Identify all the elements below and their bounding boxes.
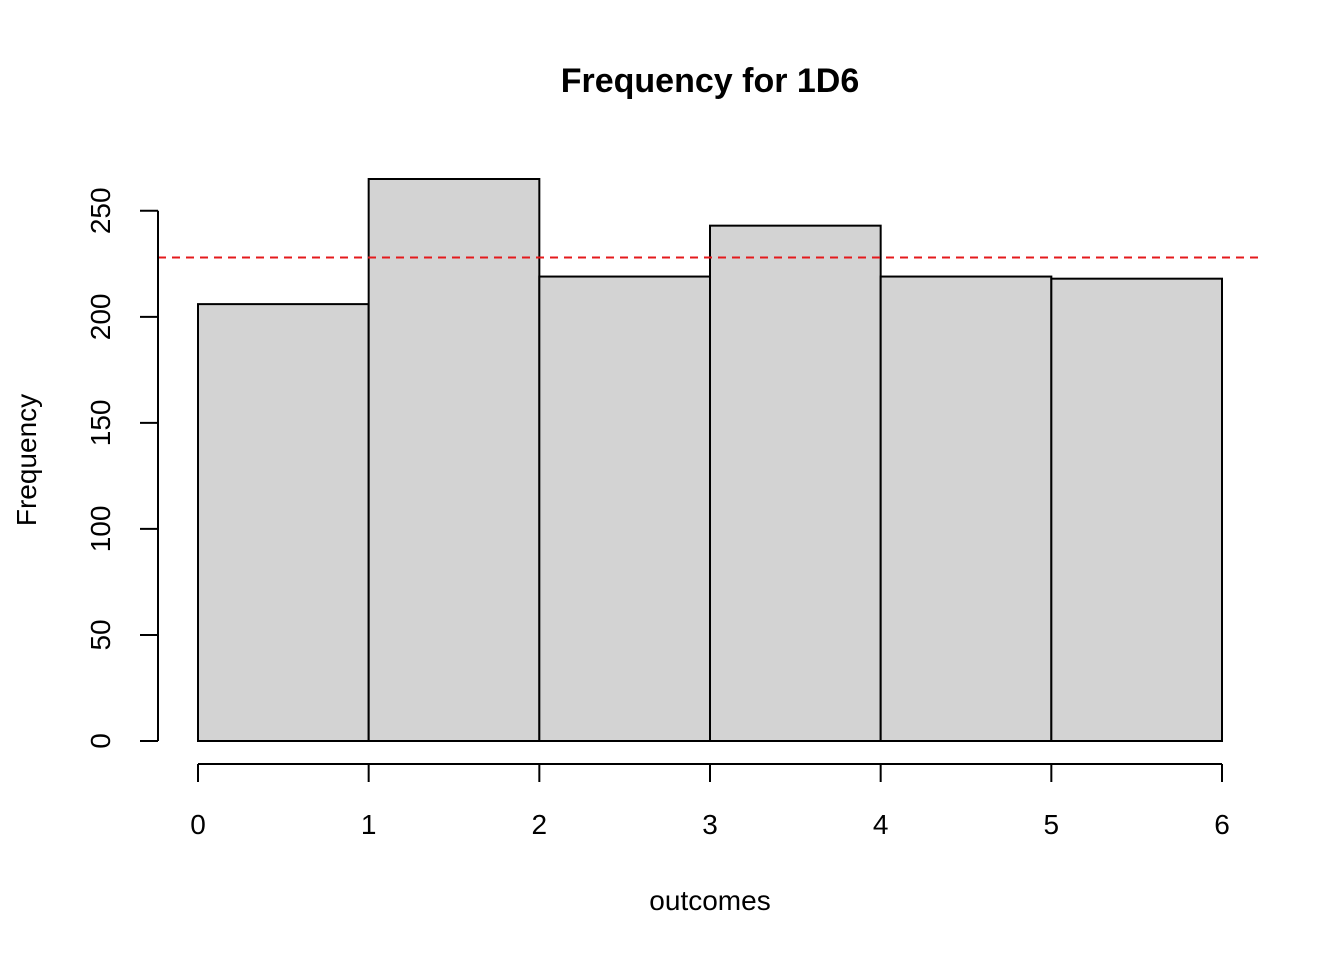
histogram-bar — [709, 224, 882, 742]
x-tick-label: 1 — [361, 809, 377, 840]
x-tick-label: 2 — [532, 809, 548, 840]
y-tick-label: 150 — [85, 400, 116, 447]
x-tick-label: 4 — [873, 809, 889, 840]
y-tick-label: 250 — [85, 187, 116, 234]
histogram-bar — [197, 303, 370, 742]
x-tick-label: 3 — [702, 809, 718, 840]
chart-title: Frequency for 1D6 — [561, 62, 860, 100]
y-axis-label: Frequency — [11, 394, 42, 526]
x-tick-label: 0 — [190, 809, 206, 840]
y-tick-label: 0 — [85, 733, 116, 749]
y-tick-label: 100 — [85, 506, 116, 553]
bars-group — [197, 178, 1224, 742]
histogram-bar — [879, 275, 1053, 742]
histogram-bar — [367, 178, 541, 742]
y-tick-label: 200 — [85, 293, 116, 340]
histogram-bar — [538, 275, 711, 742]
x-tick-label: 5 — [1044, 809, 1060, 840]
y-axis: 0 50 100 150 200 250 — [85, 187, 159, 749]
x-axis-label: outcomes — [649, 885, 770, 916]
x-tick-label: 6 — [1214, 809, 1230, 840]
histogram-bar — [1050, 277, 1224, 742]
x-axis: 0 1 2 3 4 5 6 — [190, 763, 1230, 840]
y-tick-label: 50 — [85, 619, 116, 650]
